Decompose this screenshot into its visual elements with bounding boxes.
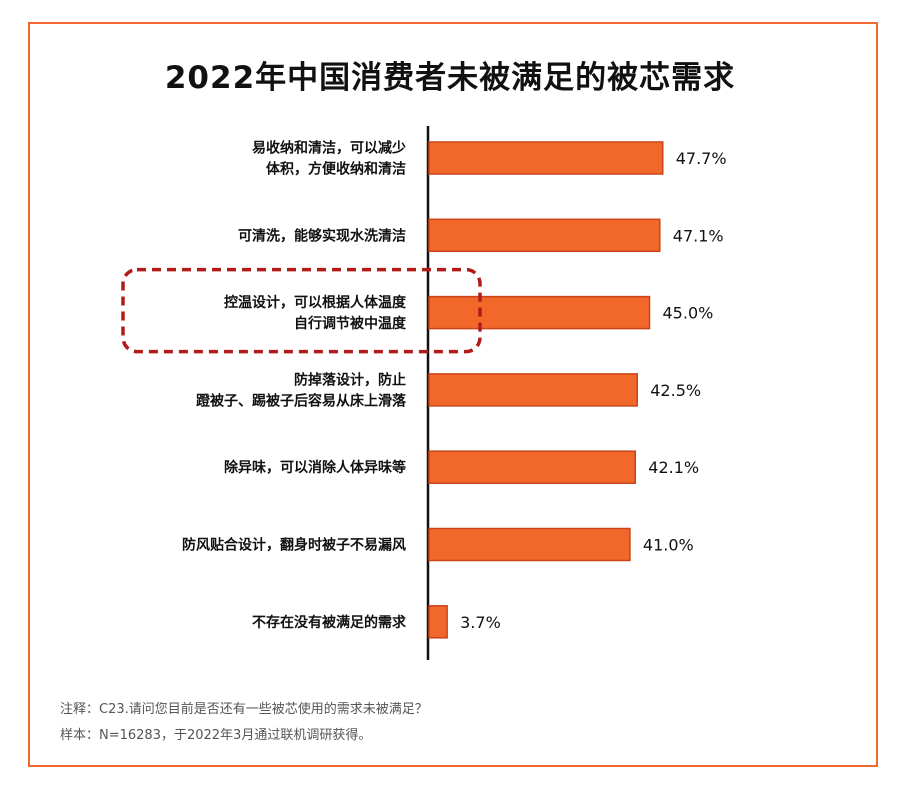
value-label-2: 47.1% — [673, 226, 724, 245]
category-label-7: 不存在没有被满足的需求 — [252, 614, 407, 631]
category-label-1-line-1: 易收纳和清洁，可以减少 — [252, 140, 406, 157]
category-label-3-line-1: 控温设计，可以根据人体温度 — [224, 294, 407, 311]
bar-4 — [428, 373, 638, 407]
footnote-note: 注释：C23.请问您目前是否还有一些被芯使用的需求未被满足？ — [60, 702, 428, 717]
value-label-5: 42.1% — [648, 458, 699, 477]
value-label-4: 42.5% — [650, 381, 701, 400]
bar-1 — [428, 141, 664, 175]
chart-frame — [28, 22, 878, 767]
category-label-3-line-2: 自行调节被中温度 — [294, 315, 407, 332]
category-label-5: 除异味，可以消除人体异味等 — [224, 459, 406, 476]
value-label-3: 45.0% — [663, 304, 714, 323]
bar-6 — [428, 527, 631, 562]
category-label-1-line-2: 体积，方便收纳和清洁 — [266, 161, 406, 178]
footnote-sample: 样本：N=16283，于2022年3月通过联机调研获得。 — [60, 728, 372, 743]
category-label-6: 防风贴合设计，翻身时被子不易漏风 — [182, 537, 406, 554]
chart-title: 2022年中国消费者未被满足的被芯需求 — [164, 60, 736, 96]
value-label-1: 47.7% — [676, 149, 727, 168]
bar-7 — [428, 605, 448, 639]
category-label-4-line-1: 防掉落设计，防止 — [294, 371, 406, 388]
category-label-4-line-2: 蹬被子、踢被子后容易从床上滑落 — [196, 392, 407, 409]
bar-2 — [428, 218, 661, 253]
value-label-7: 3.7% — [460, 613, 501, 632]
category-label-2: 可清洗，能够实现水洗清洁 — [238, 227, 406, 244]
value-label-6: 41.0% — [643, 536, 694, 555]
highlight-box — [121, 267, 482, 354]
bar-3 — [428, 295, 651, 330]
bar-5 — [428, 450, 637, 484]
